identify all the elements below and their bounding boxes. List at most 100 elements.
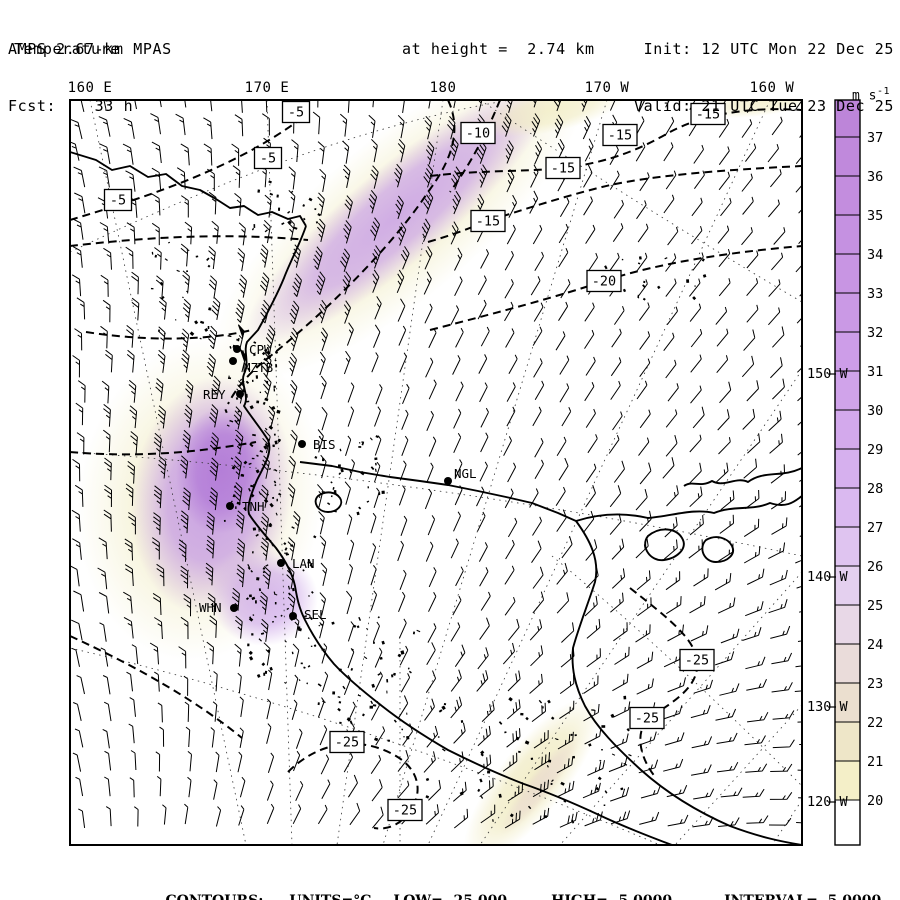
station-label-SEL: SEL [304, 607, 327, 622]
station-label-CPW: CPW [249, 342, 272, 357]
station-dot-BIS [298, 440, 306, 448]
coastline [71, 151, 307, 227]
contour-label-text: -20 [592, 274, 616, 290]
contour-label-box [387, 798, 423, 822]
colorbar-segment [835, 176, 860, 215]
x-axis-tick-label: 180 [430, 80, 457, 96]
colorbar-segment [835, 722, 860, 761]
init-time: Init: 12 UTC Mon 22 Dec 25 [643, 40, 894, 58]
colorbar-segment [835, 332, 860, 371]
station-markers: CPW MZTB REY BIS NGL TNH LAN WHN SEL [199, 342, 477, 622]
level-label: at height = 2.74 km [402, 40, 595, 58]
colorbar-segment [835, 293, 860, 332]
colorbar-segment [835, 488, 860, 527]
station-label-BIS: BIS [313, 437, 336, 452]
contour-line [429, 108, 801, 177]
colorbar-border [834, 99, 861, 846]
colorbar-tick-label: 35 [867, 208, 883, 224]
colorbar-tick-label: 34 [867, 247, 883, 263]
coastline [575, 495, 801, 522]
x-axis-tick-label: 170 W [585, 80, 630, 96]
header-right: Init: 12 UTC Mon 22 Dec 25 Valid: 21 UTC… [634, 2, 894, 154]
colorbar-tick-label: 22 [867, 715, 883, 731]
contour-label-box [629, 706, 665, 730]
wind-barb-pennants [237, 324, 247, 364]
station-dot-LAN [277, 559, 285, 567]
colorbar-segment [835, 410, 860, 449]
colorbar-tick-label: 30 [867, 403, 883, 419]
contour-label-text: -10 [466, 126, 490, 142]
coastline [644, 528, 685, 561]
contour-label-box [586, 269, 622, 293]
colorbar-tick-label: 33 [867, 286, 883, 302]
parallel-line [71, 647, 659, 844]
field-label: Temperature [14, 40, 120, 58]
contour-label-box [470, 209, 506, 233]
contour-line [85, 329, 253, 340]
colorbar-segment [835, 761, 860, 800]
colorbar-segment [835, 566, 860, 605]
model-title: AMPS 2.67-km MPAS [8, 40, 172, 58]
station-dot-TNH [226, 502, 234, 510]
wind-barb-field [71, 101, 801, 829]
contour-label-box [545, 156, 581, 180]
contour-label-boxes: -5 -5 -5 -10 -15 -15 -15 -15 -20 -25 -25 -25 -25 [103, 100, 726, 822]
colorbar-segment [835, 100, 860, 137]
contour-label-text: -15 [551, 161, 575, 177]
contour-line [287, 742, 419, 830]
station-dot-WHN [230, 604, 238, 612]
right-axis-tick-label: 140 W [807, 569, 849, 585]
contours-prefix: CONTOURS: [166, 893, 264, 900]
meridian-line [382, 101, 608, 844]
station-label-MZTB: MZTB [243, 360, 273, 375]
x-axis-tick-label: 160 W [750, 80, 795, 96]
colorbar-tick-label: 28 [867, 481, 883, 497]
valid-time: Valid: 21 UTC Tue 23 Dec 25 [633, 97, 894, 115]
contour-label-box [329, 730, 365, 754]
colorbar-tick-label: 37 [867, 130, 883, 146]
coastline [683, 467, 801, 487]
colorbar-tick-label: 32 [867, 325, 883, 341]
contour-label-text: -25 [335, 735, 359, 751]
station-dot-MZTB [229, 357, 237, 365]
x-axis-tick-label: 170 E [245, 80, 290, 96]
contour-label-text: -5 [288, 105, 304, 121]
contour-label-text: -5 [110, 193, 126, 209]
contour-units: UNITS=°C [289, 893, 371, 900]
colorbar-segment [835, 683, 860, 722]
right-axis-tick-label: 120 W [807, 794, 849, 810]
colorbar-segment [835, 449, 860, 488]
colorbar: 37 36 35 34 33 32 31 30 29 28 27 26 25 24 23 22 21 20 [834, 99, 883, 846]
station-dot-REY [236, 390, 244, 398]
map-frame [69, 99, 803, 846]
wind-barbs [71, 101, 801, 829]
parallel-line [480, 101, 801, 302]
contour-line [71, 441, 257, 456]
colorbar-unit-label: m s-1 [852, 86, 891, 104]
right-axis-tick-label: 130 W [807, 699, 849, 715]
meridian-line [89, 101, 247, 844]
colorbar-tick-label: 27 [867, 520, 883, 536]
colorbar-tick-label: 26 [867, 559, 883, 575]
colorbar-tick-label: 36 [867, 169, 883, 185]
contour-line [429, 245, 801, 331]
contour-label-text: -25 [685, 653, 709, 669]
top-axis-labels: 160 E 170 E 180 170 W 160 W [68, 80, 795, 96]
contour-high: HIGH= -5.0000 [551, 893, 672, 900]
colorbar-segment [835, 527, 860, 566]
contour-low: LOW= -25.000 [393, 893, 507, 900]
contour-label-box [602, 123, 638, 147]
colorbar-tick-label: 24 [867, 637, 883, 653]
station-label-REY: REY [203, 387, 226, 402]
contour-line [629, 587, 699, 779]
colorbar-segment [835, 254, 860, 293]
colorbar-segment [835, 137, 860, 176]
contour-label-box [690, 102, 726, 126]
right-axis-tick-label: 150 W [807, 366, 849, 382]
contour-label-box [460, 121, 496, 145]
station-label-NGL: NGL [454, 466, 477, 481]
contour-label-text: -15 [608, 128, 632, 144]
